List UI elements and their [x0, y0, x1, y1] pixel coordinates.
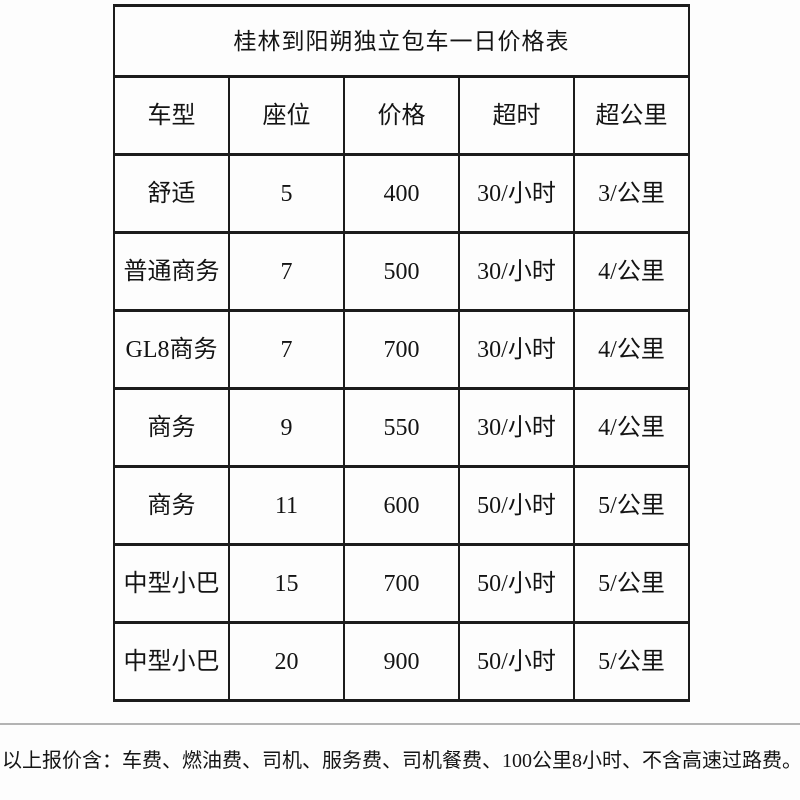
cell-seats: 11: [228, 465, 345, 546]
cell-price: 500: [343, 231, 460, 312]
cell-over-km: 4/公里: [573, 309, 690, 390]
cell-overtime: 50/小时: [458, 621, 575, 702]
table-row: 普通商务 7 500 30/小时 4/公里: [113, 231, 690, 312]
table-row: 中型小巴 20 900 50/小时 5/公里: [113, 621, 690, 702]
cell-overtime: 50/小时: [458, 465, 575, 546]
header-cell-vehicle-type: 车型: [113, 75, 230, 156]
cell-vehicle-type: GL8商务: [113, 309, 230, 390]
header-cell-over-km: 超公里: [573, 75, 690, 156]
cell-overtime: 30/小时: [458, 309, 575, 390]
table-row: 商务 9 550 30/小时 4/公里: [113, 387, 690, 468]
footer-note: 以上报价含：车费、燃油费、司机、服务费、司机餐费、100公里8小时、不含高速过路…: [2, 750, 800, 772]
cell-seats: 9: [228, 387, 345, 468]
cell-over-km: 5/公里: [573, 543, 690, 624]
table-title: 桂林到阳朔独立包车一日价格表: [113, 4, 690, 78]
cell-price: 400: [343, 153, 460, 234]
table-row: 中型小巴 15 700 50/小时 5/公里: [113, 543, 690, 624]
cell-price: 600: [343, 465, 460, 546]
table-row: 舒适 5 400 30/小时 3/公里: [113, 153, 690, 234]
cell-price: 550: [343, 387, 460, 468]
cell-vehicle-type: 舒适: [113, 153, 230, 234]
cell-vehicle-type: 中型小巴: [113, 543, 230, 624]
cell-seats: 7: [228, 231, 345, 312]
table-header-row: 车型 座位 价格 超时 超公里: [113, 75, 690, 156]
cell-overtime: 30/小时: [458, 387, 575, 468]
cell-over-km: 5/公里: [573, 621, 690, 702]
cell-overtime: 50/小时: [458, 543, 575, 624]
cell-overtime: 30/小时: [458, 231, 575, 312]
table-row: 商务 11 600 50/小时 5/公里: [113, 465, 690, 546]
page-separator-line: [0, 723, 800, 725]
header-cell-price: 价格: [343, 75, 460, 156]
cell-seats: 5: [228, 153, 345, 234]
cell-over-km: 4/公里: [573, 231, 690, 312]
cell-vehicle-type: 中型小巴: [113, 621, 230, 702]
cell-over-km: 3/公里: [573, 153, 690, 234]
cell-seats: 20: [228, 621, 345, 702]
cell-price: 900: [343, 621, 460, 702]
price-table: 桂林到阳朔独立包车一日价格表 车型 座位 价格 超时 超公里 舒适 5 400 …: [113, 4, 690, 702]
table-row: GL8商务 7 700 30/小时 4/公里: [113, 309, 690, 390]
cell-seats: 7: [228, 309, 345, 390]
cell-over-km: 5/公里: [573, 465, 690, 546]
cell-over-km: 4/公里: [573, 387, 690, 468]
cell-vehicle-type: 商务: [113, 465, 230, 546]
cell-vehicle-type: 普通商务: [113, 231, 230, 312]
cell-price: 700: [343, 543, 460, 624]
cell-overtime: 30/小时: [458, 153, 575, 234]
header-cell-seats: 座位: [228, 75, 345, 156]
cell-seats: 15: [228, 543, 345, 624]
header-cell-overtime: 超时: [458, 75, 575, 156]
table-title-row: 桂林到阳朔独立包车一日价格表: [113, 4, 690, 78]
cell-vehicle-type: 商务: [113, 387, 230, 468]
cell-price: 700: [343, 309, 460, 390]
